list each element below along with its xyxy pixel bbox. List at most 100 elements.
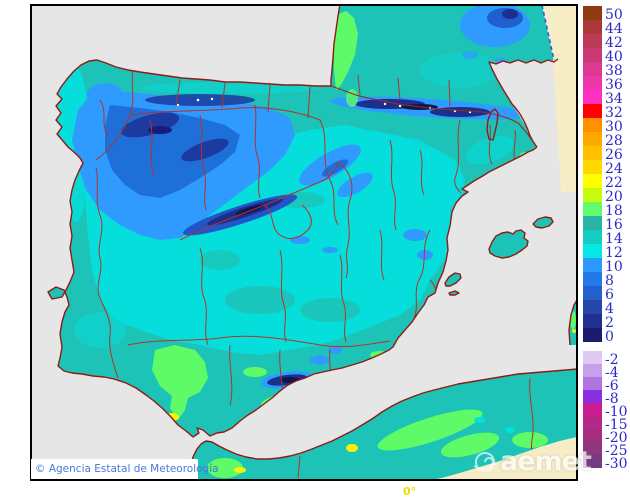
colorbar-entry: 38 bbox=[583, 62, 630, 79]
colorbar-value-label: 40 bbox=[605, 49, 623, 65]
colorbar-entry: -10 bbox=[583, 403, 630, 420]
colorbar-value-label: 12 bbox=[605, 245, 623, 261]
colorbar-entry: 6 bbox=[583, 286, 630, 303]
colorbar-value-label: 50 bbox=[605, 7, 623, 23]
colorbar-value-label: 10 bbox=[605, 259, 623, 275]
colorbar-entry: 28 bbox=[583, 132, 630, 149]
colorbar-swatch bbox=[583, 104, 602, 118]
colorbar-value-label: -25 bbox=[605, 442, 628, 459]
outside-domain-area bbox=[430, 5, 577, 480]
colorbar-swatch bbox=[583, 62, 602, 76]
colorbar-swatch bbox=[583, 160, 602, 174]
colorbar-entry: 32 bbox=[583, 104, 630, 121]
colorbar-entry: 20 bbox=[583, 188, 630, 205]
colorbar-value-label: 32 bbox=[605, 105, 623, 121]
colorbar-entry: 8 bbox=[583, 272, 630, 289]
colorbar-value-label: -8 bbox=[605, 390, 619, 407]
colorbar-entry: -30 bbox=[583, 455, 630, 472]
colorbar-value-label: -2 bbox=[605, 351, 619, 368]
colorbar-value-label: -4 bbox=[605, 364, 619, 381]
colorbar-swatch bbox=[583, 244, 602, 258]
colorbar-entry: -4 bbox=[583, 364, 630, 381]
colorbar-entry: 2 bbox=[583, 314, 630, 331]
colorbar-entry: 50 bbox=[583, 6, 630, 23]
colorbar-swatch bbox=[583, 314, 602, 328]
colorbar-entry: -2 bbox=[583, 351, 630, 368]
colorbar-entry: -15 bbox=[583, 416, 630, 433]
colorbar-swatch bbox=[583, 272, 602, 286]
colorbar-value-label: 22 bbox=[605, 175, 623, 191]
colorbar-entry: 40 bbox=[583, 48, 630, 65]
attribution-text: © Agencia Estatal de Meteorología bbox=[35, 463, 219, 475]
colorbar-swatch bbox=[583, 258, 602, 272]
colorbar-swatch bbox=[583, 403, 602, 416]
colorbar-swatch bbox=[583, 416, 602, 429]
colorbar-value-label: 0 bbox=[605, 329, 614, 345]
colorbar-upper-block: 50 44 42 40 38 36 34 32 30 28 26 24 22 20 18 16 14 12 10 8 6… bbox=[583, 6, 630, 345]
colorbar-value-label: 30 bbox=[605, 119, 623, 135]
colorbar-entry: 34 bbox=[583, 90, 630, 107]
colorbar-swatch bbox=[583, 48, 602, 62]
colorbar-value-label: -6 bbox=[605, 377, 619, 394]
colorbar-entry: 14 bbox=[583, 230, 630, 246]
colorbar-value-label: -30 bbox=[605, 455, 628, 472]
colorbar-entry: 0 bbox=[583, 328, 630, 345]
colorbar-swatch bbox=[583, 328, 602, 342]
colorbar-swatch bbox=[583, 132, 602, 146]
colorbar-value-label: 42 bbox=[605, 35, 623, 51]
colorbar-entry: -8 bbox=[583, 390, 630, 407]
colorbar-value-label: -20 bbox=[605, 429, 628, 446]
colorbar-swatch bbox=[583, 442, 602, 455]
colorbar-entry: -20 bbox=[583, 429, 630, 446]
colorbar-value-label: 4 bbox=[605, 301, 614, 317]
colorbar-entry: 26 bbox=[583, 146, 630, 163]
colorbar-value-label: 18 bbox=[605, 203, 623, 219]
coastlines bbox=[47, 5, 577, 480]
colorbar-value-label: 2 bbox=[605, 315, 614, 331]
colorbar-value-label: 44 bbox=[605, 21, 623, 37]
colorbar-entry: 18 bbox=[583, 202, 630, 219]
colorbar-swatch bbox=[583, 455, 602, 468]
colorbar-swatch bbox=[583, 76, 602, 90]
temperature-colorbar: 50 44 42 40 38 36 34 32 30 28 26 24 22 20 18 16 14 12 10 8 6… bbox=[583, 6, 630, 472]
colorbar-entry: 16 bbox=[583, 216, 630, 232]
colorbar-entry: 44 bbox=[583, 20, 630, 37]
colorbar-swatch bbox=[583, 230, 602, 244]
colorbar-value-label: 24 bbox=[605, 161, 623, 177]
colorbar-entry: 36 bbox=[583, 76, 630, 93]
colorbar-swatch bbox=[583, 300, 602, 314]
colorbar-swatch bbox=[583, 90, 602, 104]
domain-boundary-line bbox=[541, 5, 555, 61]
colorbar-swatch bbox=[583, 6, 602, 20]
colorbar-swatch bbox=[583, 429, 602, 442]
colorbar-entry: 12 bbox=[583, 244, 630, 261]
colorbar-lower-block: -2 -4 -6 -8 -10 -15 -20 -25 -30 bbox=[583, 351, 630, 472]
colorbar-entry: 4 bbox=[583, 300, 630, 317]
colorbar-value-label: 28 bbox=[605, 133, 623, 149]
colorbar-value-label: 36 bbox=[605, 77, 623, 93]
colorbar-value-label: 26 bbox=[605, 147, 623, 163]
colorbar-swatch bbox=[583, 351, 602, 364]
colorbar-value-label: 6 bbox=[605, 287, 614, 303]
colorbar-entry: 24 bbox=[583, 160, 630, 177]
colorbar-swatch bbox=[583, 286, 602, 300]
colorbar-value-label: 34 bbox=[605, 91, 623, 107]
colorbar-swatch bbox=[583, 188, 602, 202]
colorbar-swatch bbox=[583, 34, 602, 48]
attribution-box: © Agencia Estatal de Meteorología bbox=[31, 459, 219, 479]
colorbar-swatch bbox=[583, 146, 602, 160]
colorbar-entry: -25 bbox=[583, 442, 630, 459]
colorbar-swatch bbox=[583, 174, 602, 188]
colorbar-entry: 22 bbox=[583, 174, 630, 191]
colorbar-value-label: 20 bbox=[605, 189, 623, 205]
colorbar-swatch bbox=[583, 202, 602, 216]
colorbar-value-label: -10 bbox=[605, 403, 628, 420]
colorbar-value-label: 8 bbox=[605, 273, 614, 289]
colorbar-swatch bbox=[583, 364, 602, 377]
africa-shading bbox=[207, 409, 573, 478]
colorbar-swatch bbox=[583, 377, 602, 390]
colorbar-value-label: -15 bbox=[605, 416, 628, 433]
colorbar-swatch bbox=[583, 118, 602, 132]
colorbar-value-label: 38 bbox=[605, 63, 623, 79]
